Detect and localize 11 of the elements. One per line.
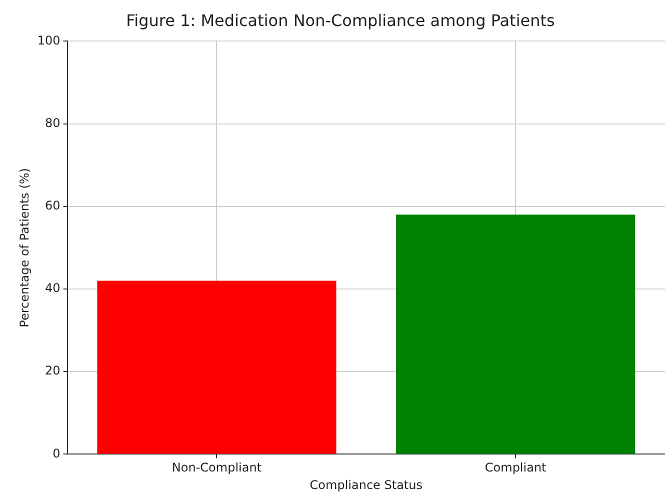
y-tick-label: 80 [45,116,60,130]
y-tick-label: 100 [37,33,60,48]
x-axis-title: Compliance Status [310,478,422,492]
y-tick-label: 0 [52,446,60,460]
y-tick-label: 40 [45,281,60,296]
y-tick-label: 60 [45,198,60,213]
y-axis-title: Percentage of Patients (%) [17,168,32,328]
x-tick-label: Non-Compliant [172,460,262,475]
chart-title: Figure 1: Medication Non-Compliance among Patients [126,10,555,30]
y-tick-label: 20 [45,364,60,378]
x-tick-label: Compliant [484,460,547,475]
